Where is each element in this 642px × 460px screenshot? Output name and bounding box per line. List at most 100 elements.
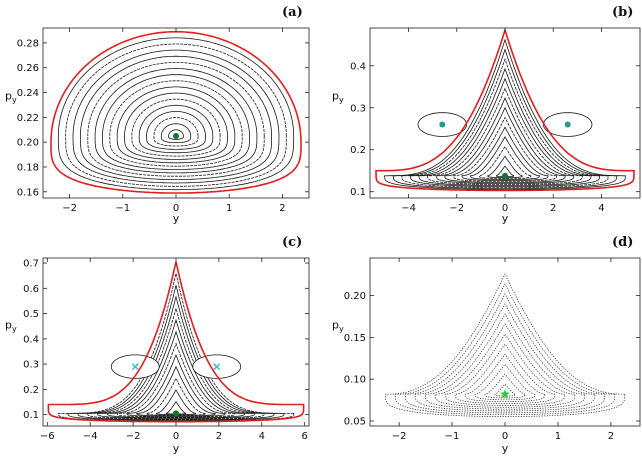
panel-a: −2 −1 0 1 2 0.16 0.18 0.20 0.22 0.24 0.26 0.28 y py (a… xyxy=(5,5,310,225)
x-tick-label: 2 xyxy=(216,431,222,442)
energy-boundary xyxy=(375,28,635,192)
x-tick-label: −1 xyxy=(445,431,460,442)
orbit-curve xyxy=(418,77,592,186)
panel-label: (b) xyxy=(612,5,633,20)
y-tick-label: 0.3 xyxy=(23,360,39,371)
orbit-curve xyxy=(454,343,556,404)
orbit-curve xyxy=(126,354,226,417)
orbit-curve xyxy=(145,377,207,416)
orbit-curve xyxy=(168,129,184,140)
orbit-curve xyxy=(65,43,287,187)
orbit-curve xyxy=(87,306,265,420)
orbit-curve xyxy=(444,333,566,406)
y-tick-label: 0.2 xyxy=(350,145,366,156)
orbit-curve xyxy=(444,106,566,183)
fixed-point-marker xyxy=(173,132,179,139)
orbit-curve xyxy=(470,136,540,181)
orbit-curve xyxy=(72,49,280,184)
y-tick-label: 0.05 xyxy=(344,416,366,427)
orbit-curve xyxy=(435,97,575,184)
panel-label: (a) xyxy=(282,5,303,20)
orbit-curve xyxy=(427,87,583,185)
x-tick-label: −6 xyxy=(40,431,55,442)
orbit-curve xyxy=(434,323,576,408)
orbit-curve xyxy=(156,389,196,416)
orbit-curve xyxy=(404,293,606,414)
x-tick-label: 0 xyxy=(173,431,179,442)
y-tick-label: 0.5 xyxy=(23,309,39,320)
orbit-curve xyxy=(94,68,258,174)
y-axis-label: py xyxy=(332,319,344,334)
y-tick-label: 0.18 xyxy=(17,162,39,173)
orbit-curve xyxy=(496,165,514,178)
x-tick-label: 2 xyxy=(550,203,556,214)
y-tick-label: 0.7 xyxy=(23,259,39,270)
orbit-curve xyxy=(160,123,192,144)
x-tick-label: 0 xyxy=(502,431,508,442)
orbit-curve xyxy=(474,363,536,401)
x-tick-label: −2 xyxy=(62,203,77,214)
orbit-curve xyxy=(138,104,214,154)
orbit-curve xyxy=(57,37,295,191)
y-tick-label: 0.15 xyxy=(344,333,366,344)
orbit-curve xyxy=(131,98,221,157)
y-axis-label: py xyxy=(5,319,17,334)
plot-frame xyxy=(42,257,310,427)
x-tick-label: 0 xyxy=(502,203,508,214)
panel-label: (d) xyxy=(612,235,633,250)
fixed-point-marker xyxy=(502,172,508,179)
orbit-curve xyxy=(478,145,532,180)
orbit-curve xyxy=(494,383,516,397)
x-tick-label: −2 xyxy=(126,431,141,442)
plot-area xyxy=(375,28,635,192)
orbit-curve xyxy=(97,318,255,419)
orbit-curve xyxy=(124,92,228,160)
y-tick-label: 0.22 xyxy=(17,113,39,124)
orbit-curve xyxy=(136,365,216,417)
y-tick-label: 0.28 xyxy=(17,38,39,49)
orbit-curve xyxy=(394,283,616,416)
x-tick-label: 2 xyxy=(279,203,285,214)
y-axis-label: py xyxy=(5,89,17,104)
x-tick-label: 1 xyxy=(226,203,232,214)
y-tick-label: 0.1 xyxy=(23,410,39,421)
y-tick-label: 0.6 xyxy=(23,284,39,295)
y-tick-label: 0.4 xyxy=(350,61,366,72)
y-axis-label: py xyxy=(332,89,344,104)
panel-c: −6 −4 −2 0 2 4 6 0.1 0.2 0.3 0.4 0.5 0.6 0.7 y py (c) xyxy=(5,235,310,455)
orbit-curve xyxy=(384,38,626,190)
fixed-point-marker xyxy=(564,121,571,128)
y-tick-label: 0.16 xyxy=(17,187,39,198)
y-tick-label: 0.2 xyxy=(23,385,39,396)
fixed-point-marker xyxy=(131,363,139,371)
orbit-curve xyxy=(461,126,549,182)
orbit-curve xyxy=(384,273,626,417)
orbit-curve xyxy=(453,116,557,182)
x-axis-label: y xyxy=(173,442,180,455)
energy-boundary xyxy=(50,30,302,194)
x-tick-label: −2 xyxy=(449,203,464,214)
orbit-curve xyxy=(109,80,243,167)
orbit-curve xyxy=(106,330,246,419)
plot-area xyxy=(47,261,305,423)
y-tick-label: 0.24 xyxy=(17,88,39,99)
y-tick-label: 0.4 xyxy=(23,334,39,345)
fixed-point-marker xyxy=(439,121,446,128)
energy-boundary xyxy=(47,261,305,423)
fixed-point-star xyxy=(500,389,510,399)
x-tick-label: 4 xyxy=(598,203,604,214)
x-tick-label: −2 xyxy=(392,431,407,442)
x-tick-label: 0 xyxy=(173,203,179,214)
fixed-point-marker xyxy=(173,410,179,417)
y-tick-label: 0.26 xyxy=(17,63,39,74)
orbit-curve xyxy=(116,86,236,164)
orbit-curve xyxy=(87,62,265,177)
y-tick-label: 0.10 xyxy=(344,375,366,386)
panel-label: (c) xyxy=(282,235,302,250)
x-axis-label: y xyxy=(502,442,509,455)
x-tick-label: −1 xyxy=(115,203,130,214)
orbit-curve xyxy=(409,67,601,187)
panel-d: −2 −1 0 1 2 0.05 0.10 0.15 0.20 y py (d) xyxy=(332,235,641,455)
x-tick-label: 2 xyxy=(608,431,614,442)
